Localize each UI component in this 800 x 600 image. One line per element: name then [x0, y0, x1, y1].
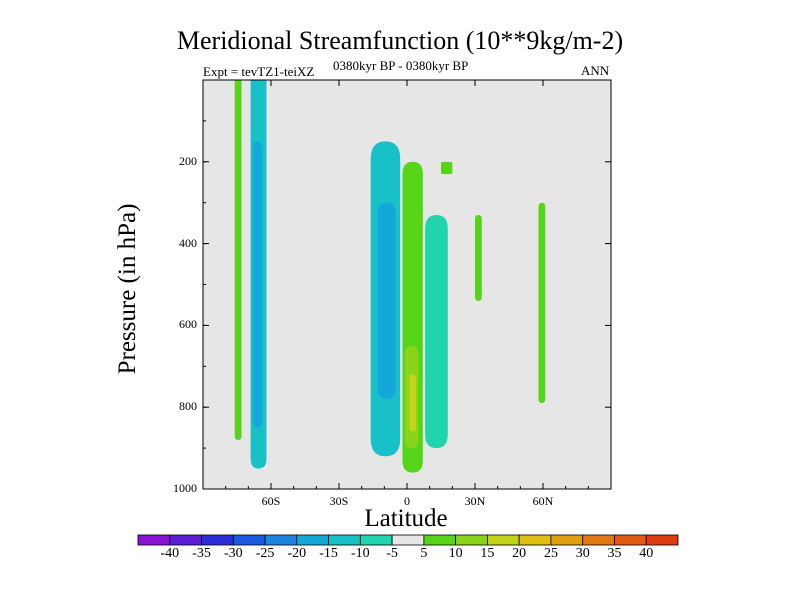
colorbar-label: -35: [192, 546, 211, 561]
x-tick-label: 60S: [261, 494, 281, 508]
colorbar-box: [296, 534, 329, 546]
colorbar-label: -30: [223, 546, 243, 561]
y-tick-label: 800: [179, 399, 197, 414]
y-tick-label: 400: [179, 235, 197, 250]
x-tick-label: 30S: [329, 494, 349, 508]
contour-region-equatorial-positive-max: [409, 374, 417, 432]
colorbar-label: -20: [287, 546, 307, 561]
colorbar-label: 25: [543, 546, 558, 561]
chart-title: Meridional Streamfunction (10**9kg/m-2): [176, 26, 624, 55]
colorbar-box: [423, 534, 457, 546]
colorbar-box: [518, 534, 552, 546]
colorbar-label: -5: [386, 546, 398, 561]
colorbar-label: 30: [575, 546, 590, 561]
colorbar-box: [169, 534, 202, 546]
x-tick-label: 30N: [464, 494, 486, 508]
contour-region-south-polar-positive-band: [234, 80, 242, 440]
contour-region-northern-subpolar-positive-band: [538, 202, 546, 404]
colorbar-label: -10: [351, 546, 370, 561]
colorbar-label: 10: [448, 546, 463, 561]
contour-region-northern-tropical-negative-cell: [425, 214, 448, 449]
colorbar-label: 35: [607, 546, 622, 561]
season-annotation: ANN: [581, 63, 610, 78]
x-tick-label: 0: [404, 494, 410, 508]
colorbar-box: [328, 534, 361, 546]
experiment-annotation: Expt = tevTZ1-teiXZ: [203, 64, 315, 79]
colorbar-box: [582, 534, 615, 546]
colorbar-box: [264, 534, 298, 546]
colorbar-box: [550, 534, 584, 546]
colorbar-box: [487, 534, 520, 546]
colorbar-label: 20: [512, 546, 527, 561]
x-tick-label: 60N: [532, 494, 554, 508]
colorbar-label: -15: [319, 546, 338, 561]
colorbar-box: [391, 534, 425, 546]
colorbar-label: 5: [420, 546, 428, 561]
x-axis-label: Latitude: [364, 505, 448, 532]
contour-region-southern-hadley-negative-core: [377, 202, 396, 400]
colorbar-box: [137, 534, 171, 546]
colorbar-box: [614, 534, 647, 546]
colorbar-box: [232, 534, 266, 546]
colorbar-box: [455, 534, 488, 546]
y-tick-label: 1000: [173, 481, 197, 495]
y-tick-label: 200: [179, 153, 197, 168]
colorbar-label: 15: [480, 546, 495, 561]
colorbar-label: -40: [160, 546, 180, 561]
colorbar-label: 40: [639, 546, 654, 561]
colorbar-label: -25: [255, 546, 275, 561]
contour-region-south-polar-negative-core: [252, 141, 262, 428]
chart-subtitle: 0380kyr BP - 0380kyr BP: [333, 58, 469, 73]
colorbar-box: [201, 534, 234, 546]
colorbar-box: [645, 534, 679, 546]
y-tick-label: 600: [179, 317, 197, 332]
colorbar-box: [359, 534, 393, 546]
contour-region-northern-upper-positive-blob: [441, 161, 453, 175]
contour-region-northern-midlat-positive-band: [475, 214, 482, 301]
